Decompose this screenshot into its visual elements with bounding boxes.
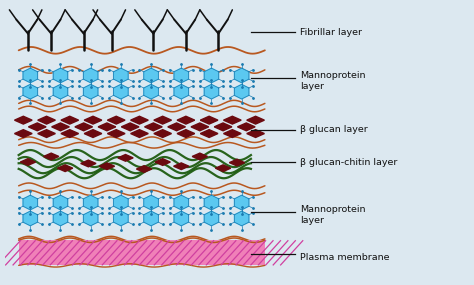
Polygon shape [144,211,158,226]
Polygon shape [174,211,189,226]
Polygon shape [192,153,208,160]
Polygon shape [168,123,185,131]
Polygon shape [204,68,219,83]
Polygon shape [204,211,219,226]
Polygon shape [53,195,68,210]
Text: Mannoprotein
layer: Mannoprotein layer [300,205,365,225]
Polygon shape [61,116,79,124]
Polygon shape [154,116,172,124]
Polygon shape [137,166,152,172]
Polygon shape [174,84,189,99]
Polygon shape [84,116,102,124]
Polygon shape [44,153,59,160]
Text: Mannoprotein
layer: Mannoprotein layer [300,71,365,91]
Polygon shape [154,130,172,137]
Polygon shape [83,211,98,226]
Polygon shape [57,165,73,172]
Polygon shape [214,123,232,131]
Polygon shape [235,211,249,226]
Polygon shape [83,68,98,83]
Polygon shape [23,195,37,210]
Polygon shape [38,116,55,124]
Polygon shape [23,211,37,226]
Polygon shape [144,84,158,99]
Polygon shape [131,130,148,137]
Polygon shape [177,116,195,124]
Polygon shape [235,195,249,210]
Polygon shape [201,130,218,137]
Polygon shape [99,163,115,170]
Polygon shape [247,130,264,137]
Polygon shape [38,130,55,137]
Polygon shape [144,68,158,83]
Polygon shape [23,68,37,83]
Polygon shape [118,154,133,161]
Text: Plasma membrane: Plasma membrane [300,253,389,262]
Polygon shape [15,130,32,137]
Polygon shape [84,130,102,137]
Polygon shape [177,130,195,137]
Polygon shape [201,116,218,124]
Polygon shape [235,84,249,99]
Polygon shape [53,68,68,83]
Text: Fibrillar layer: Fibrillar layer [300,28,362,37]
Polygon shape [191,123,209,131]
Polygon shape [61,130,79,137]
Polygon shape [174,195,189,210]
Polygon shape [83,195,98,210]
Polygon shape [20,159,36,165]
Polygon shape [215,165,231,172]
Polygon shape [114,211,128,226]
Polygon shape [108,116,125,124]
Text: β glucan layer: β glucan layer [300,125,367,135]
Polygon shape [83,84,98,99]
Polygon shape [174,68,189,83]
Polygon shape [98,123,116,131]
Polygon shape [28,123,46,131]
Polygon shape [131,116,148,124]
Polygon shape [81,160,96,167]
Bar [18,240,265,265]
Polygon shape [204,195,219,210]
Polygon shape [121,123,139,131]
Polygon shape [173,163,189,170]
Polygon shape [145,123,162,131]
Polygon shape [144,195,158,210]
Polygon shape [114,84,128,99]
Polygon shape [229,159,245,166]
Polygon shape [224,130,241,137]
Polygon shape [224,116,241,124]
Polygon shape [247,116,264,124]
Polygon shape [114,195,128,210]
Polygon shape [237,123,255,131]
Text: β glucan-chitin layer: β glucan-chitin layer [300,158,397,166]
Polygon shape [15,116,32,124]
Polygon shape [235,68,249,83]
Polygon shape [53,84,68,99]
Polygon shape [52,123,69,131]
Polygon shape [23,84,37,99]
Polygon shape [204,84,219,99]
Polygon shape [155,159,170,165]
Polygon shape [53,211,68,226]
Polygon shape [114,68,128,83]
Polygon shape [75,123,92,131]
Polygon shape [108,130,125,137]
